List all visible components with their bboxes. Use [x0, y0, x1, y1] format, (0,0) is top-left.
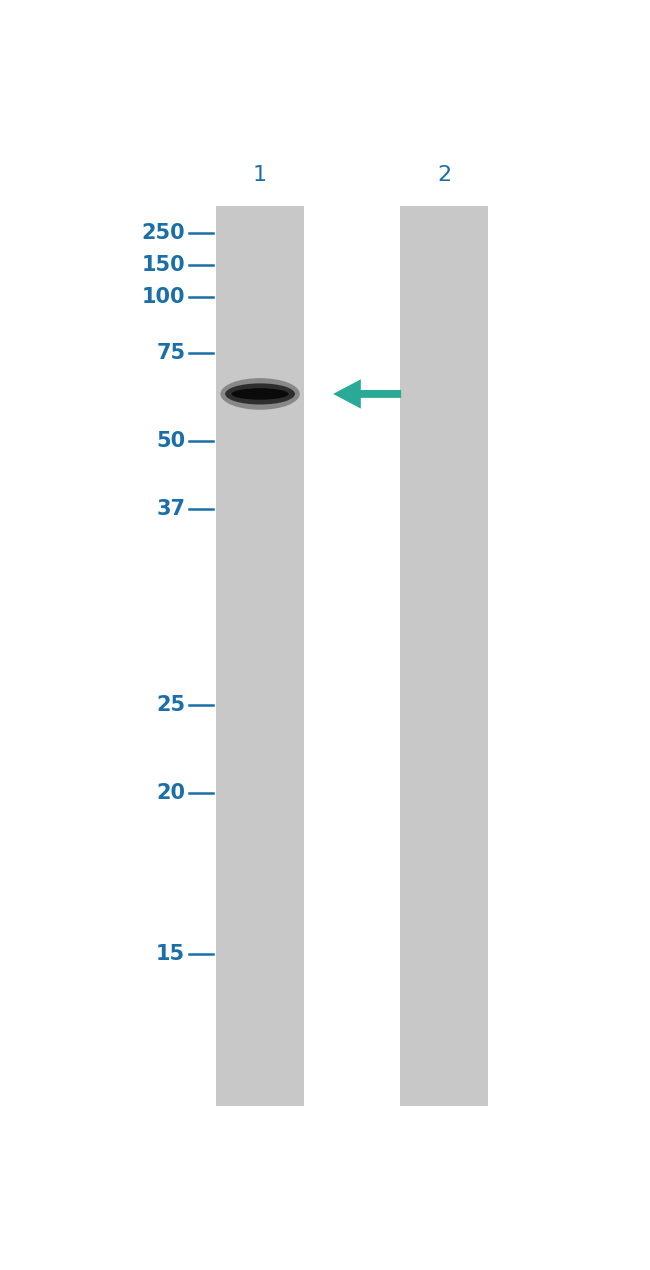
Ellipse shape — [220, 378, 300, 410]
Text: 50: 50 — [156, 431, 185, 451]
Ellipse shape — [231, 389, 289, 400]
Text: 1: 1 — [253, 165, 267, 184]
Text: 150: 150 — [142, 255, 185, 274]
Text: 250: 250 — [142, 222, 185, 243]
Bar — [216, 206, 304, 1106]
Text: 100: 100 — [142, 287, 185, 307]
Text: 2: 2 — [437, 165, 451, 184]
Text: 37: 37 — [156, 499, 185, 519]
Text: 75: 75 — [156, 343, 185, 363]
Text: 20: 20 — [156, 782, 185, 803]
FancyArrow shape — [333, 380, 401, 409]
Bar — [400, 206, 488, 1106]
Text: 25: 25 — [156, 695, 185, 715]
Ellipse shape — [225, 384, 295, 405]
Text: 15: 15 — [156, 945, 185, 964]
